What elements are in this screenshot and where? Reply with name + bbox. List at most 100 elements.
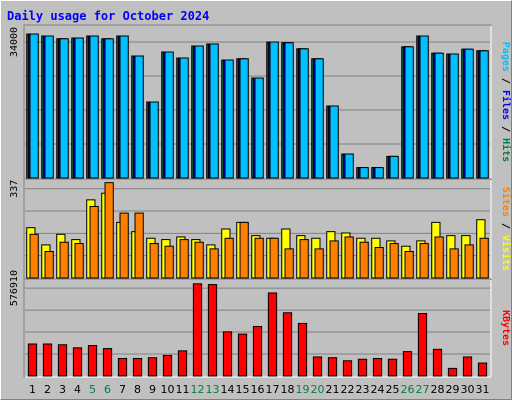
bar-sites-day-5 bbox=[89, 205, 99, 279]
bar-pages-day-25 bbox=[389, 155, 399, 179]
bar-pages-day-14 bbox=[224, 59, 234, 179]
x-tick-label-day-27: 27 bbox=[416, 383, 430, 396]
bar-kbytes-day-3 bbox=[57, 344, 68, 377]
bar-pages-day-17 bbox=[269, 41, 279, 179]
bar-pages-day-21 bbox=[329, 105, 339, 179]
bar-pages-day-18 bbox=[284, 42, 294, 179]
bar-sites-day-26 bbox=[404, 251, 414, 279]
x-tick-label-day-2: 2 bbox=[44, 383, 51, 396]
x-tick-label-day-1: 1 bbox=[29, 383, 36, 396]
bar-pages-day-13 bbox=[209, 43, 219, 179]
y-tick-label: 576910 bbox=[9, 270, 20, 306]
bar-pages-day-29 bbox=[449, 53, 459, 179]
legend-part: / bbox=[500, 72, 511, 90]
bar-sites-day-19 bbox=[299, 239, 309, 279]
x-tick-label-day-29: 29 bbox=[446, 383, 460, 396]
bar-kbytes-day-1 bbox=[27, 343, 38, 377]
bar-kbytes-day-6 bbox=[102, 348, 113, 377]
bar-sites-day-18 bbox=[284, 248, 294, 279]
bar-kbytes-day-21 bbox=[327, 357, 338, 377]
bar-pages-day-9 bbox=[149, 101, 159, 179]
x-tick-label-day-28: 28 bbox=[431, 383, 445, 396]
bar-pages-day-28 bbox=[434, 52, 444, 179]
bar-sites-day-22 bbox=[344, 236, 354, 279]
bar-kbytes-day-19 bbox=[297, 322, 308, 377]
bar-sites-day-16 bbox=[254, 237, 264, 279]
bar-pages-day-12 bbox=[194, 45, 204, 179]
bar-kbytes-day-15 bbox=[237, 333, 248, 377]
bar-kbytes-day-23 bbox=[357, 358, 368, 377]
x-tick-label-day-12: 12 bbox=[191, 383, 205, 396]
bar-sites-day-30 bbox=[464, 244, 474, 279]
bar-kbytes-day-7 bbox=[117, 357, 128, 377]
bar-kbytes-day-30 bbox=[462, 356, 473, 377]
bar-pages-day-15 bbox=[239, 58, 249, 179]
x-tick-label-day-16: 16 bbox=[251, 383, 265, 396]
bar-kbytes-day-11 bbox=[177, 350, 188, 377]
bar-kbytes-day-9 bbox=[147, 357, 158, 377]
bar-sites-day-10 bbox=[164, 245, 174, 279]
x-tick-label-day-24: 24 bbox=[371, 383, 385, 396]
legend-part: Files bbox=[500, 90, 512, 120]
bar-sites-day-25 bbox=[389, 243, 399, 279]
bar-sites-day-17 bbox=[269, 237, 279, 279]
bar-pages-day-23 bbox=[359, 167, 369, 179]
x-tick-label-day-30: 30 bbox=[461, 383, 475, 396]
bar-sites-day-24 bbox=[374, 247, 384, 279]
bar-kbytes-day-16 bbox=[252, 325, 263, 377]
bar-sites-day-14 bbox=[224, 237, 234, 279]
bar-pages-day-10 bbox=[164, 51, 174, 179]
bar-pages-day-19 bbox=[299, 48, 309, 179]
bar-pages-day-16 bbox=[254, 77, 264, 179]
bar-sites-day-6 bbox=[104, 182, 114, 279]
bar-kbytes-day-12 bbox=[192, 283, 203, 377]
bar-kbytes-day-20 bbox=[312, 356, 323, 377]
x-tick-label-day-8: 8 bbox=[134, 383, 141, 396]
bar-sites-day-4 bbox=[74, 243, 84, 279]
bar-pages-day-24 bbox=[374, 167, 384, 179]
x-tick-label-day-6: 6 bbox=[104, 383, 111, 396]
bar-sites-day-8 bbox=[134, 212, 144, 279]
legend-part: Sites bbox=[500, 187, 512, 217]
bar-kbytes-day-25 bbox=[387, 358, 398, 377]
legend-part: Visits bbox=[500, 235, 512, 271]
bar-kbytes-day-13 bbox=[207, 284, 218, 377]
bar-sites-day-20 bbox=[314, 248, 324, 279]
bar-pages-day-1 bbox=[29, 33, 39, 179]
bar-kbytes-day-29 bbox=[447, 367, 458, 377]
series-legend-label: Pages / Files / Hits bbox=[500, 42, 512, 162]
bar-sites-day-28 bbox=[434, 236, 444, 279]
x-tick-label-day-3: 3 bbox=[59, 383, 66, 396]
bar-kbytes-day-24 bbox=[372, 357, 383, 377]
bar-kbytes-day-22 bbox=[342, 360, 353, 377]
bar-pages-day-30 bbox=[464, 48, 474, 179]
bar-sites-day-13 bbox=[209, 248, 219, 279]
x-tick-label-day-25: 25 bbox=[386, 383, 400, 396]
bar-pages-day-27 bbox=[419, 35, 429, 179]
x-tick-label-day-10: 10 bbox=[161, 383, 175, 396]
bar-kbytes-day-10 bbox=[162, 354, 173, 377]
legend-part: / bbox=[500, 217, 511, 235]
x-tick-label-day-31: 31 bbox=[476, 383, 490, 396]
series-legend-label: Sites / Visits bbox=[500, 187, 512, 271]
x-tick-label-day-14: 14 bbox=[221, 383, 235, 396]
bar-pages-day-3 bbox=[59, 38, 69, 179]
series-legend-label: KBytes bbox=[500, 310, 511, 346]
x-tick-label-day-11: 11 bbox=[176, 383, 190, 396]
bar-sites-day-11 bbox=[179, 239, 189, 279]
bar-sites-day-12 bbox=[194, 241, 204, 279]
y-tick-label: 337 bbox=[9, 180, 20, 198]
x-tick-label-day-26: 26 bbox=[401, 383, 415, 396]
x-tick-label-day-21: 21 bbox=[326, 383, 340, 396]
bar-kbytes-day-4 bbox=[72, 347, 83, 377]
x-tick-label-day-7: 7 bbox=[119, 383, 126, 396]
bar-pages-day-5 bbox=[89, 35, 99, 179]
x-tick-label-day-13: 13 bbox=[206, 383, 220, 396]
bar-sites-day-21 bbox=[329, 240, 339, 279]
bar-pages-day-22 bbox=[344, 153, 354, 179]
bar-sites-day-2 bbox=[44, 251, 54, 279]
x-tick-label-day-18: 18 bbox=[281, 383, 295, 396]
bar-kbytes-day-26 bbox=[402, 351, 413, 377]
x-tick-label-day-23: 23 bbox=[356, 383, 370, 396]
